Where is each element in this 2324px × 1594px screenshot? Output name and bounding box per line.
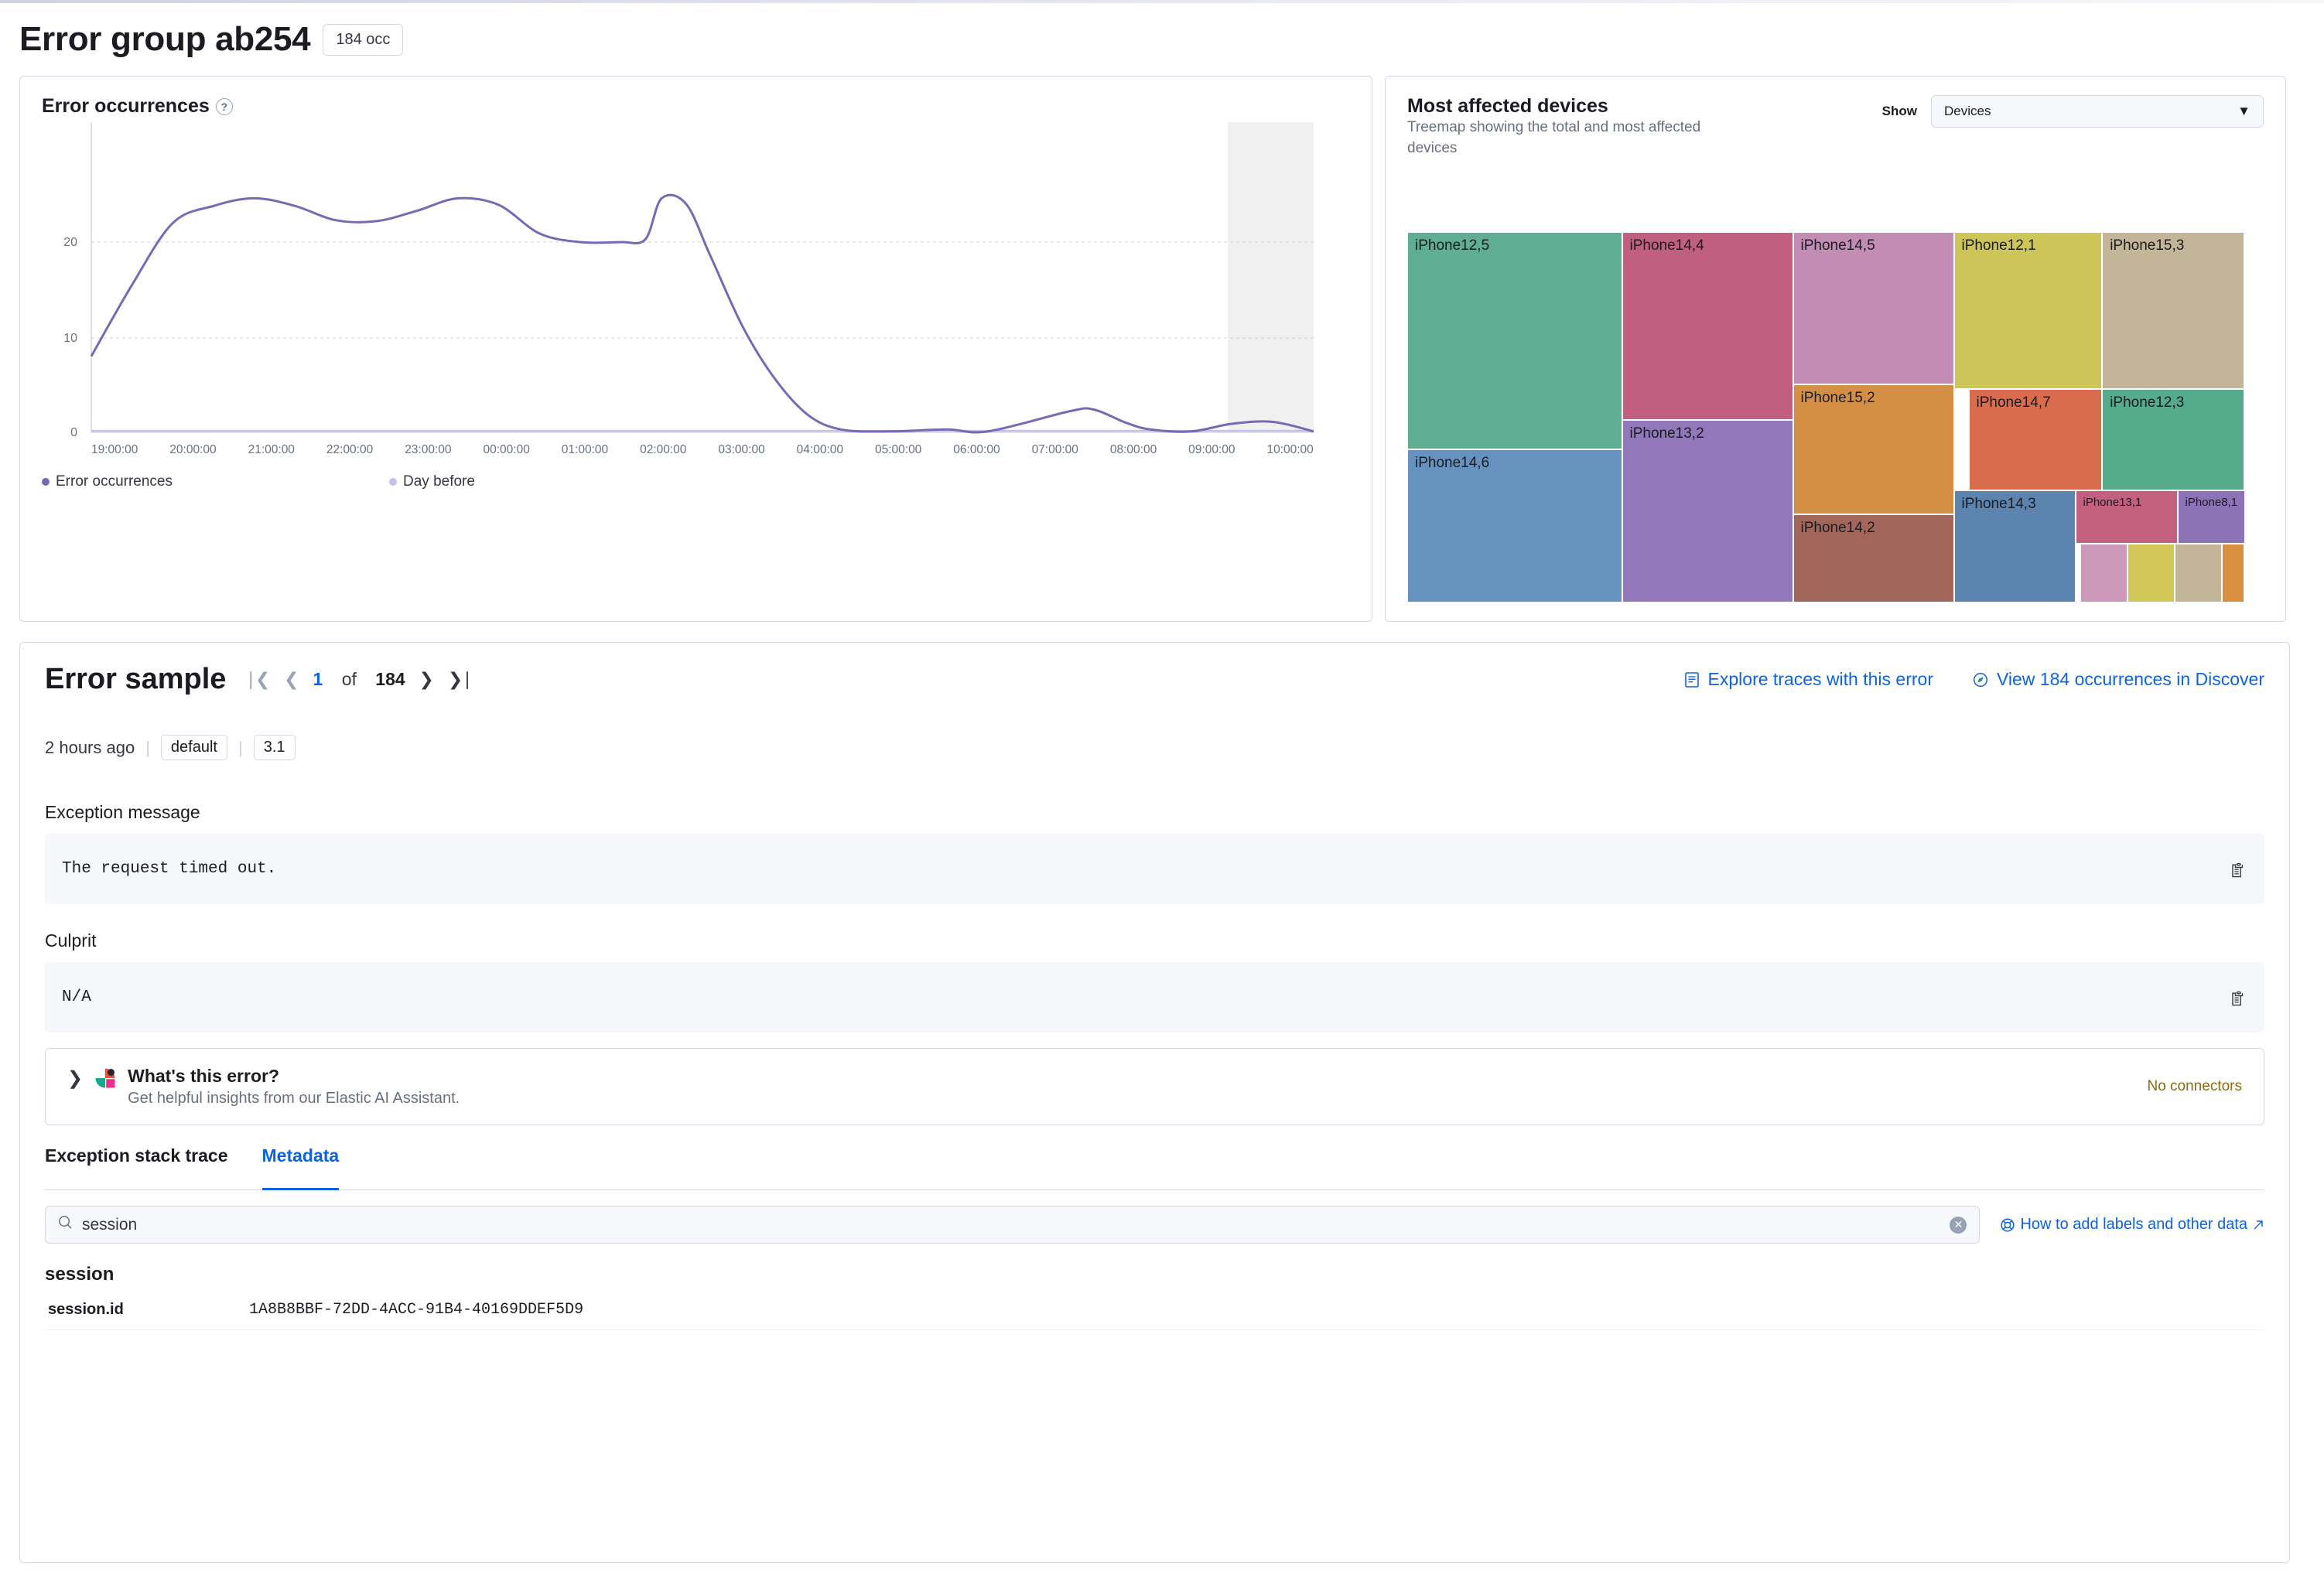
svg-text:10: 10 <box>63 332 77 345</box>
svg-text:0: 0 <box>70 426 77 439</box>
svg-text:20: 20 <box>63 236 77 249</box>
